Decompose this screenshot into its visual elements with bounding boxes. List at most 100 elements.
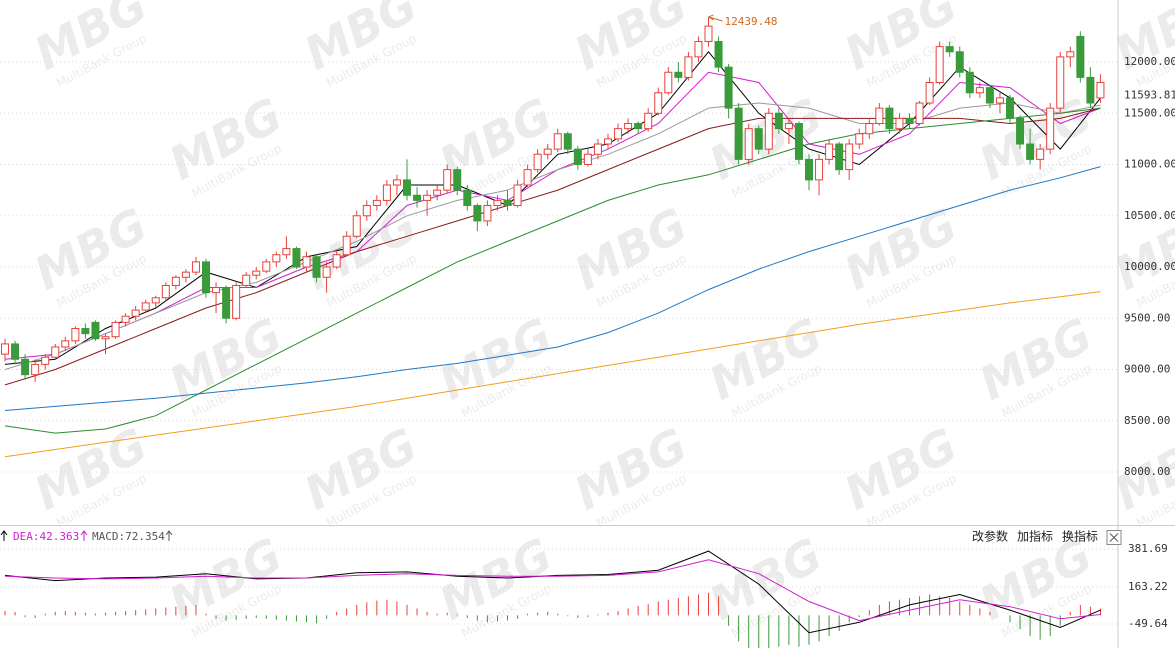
candle-body [1026, 143, 1035, 160]
arrow-icon [165, 530, 173, 541]
candle-body [332, 254, 341, 268]
y-tick-label: 9000.00 [1124, 363, 1170, 376]
candle-body [242, 274, 251, 286]
candle-body [714, 41, 723, 68]
candle-body [51, 346, 60, 358]
candle-body [764, 112, 773, 150]
y-tick-label: 11500.00 [1124, 106, 1175, 119]
candle-body [413, 194, 422, 201]
y-tick-label: 381.69 [1128, 542, 1168, 555]
candle-body [1046, 107, 1055, 150]
candle-body [312, 256, 321, 278]
candle-body [825, 143, 834, 160]
candle-body [1076, 35, 1085, 78]
candle-body [654, 92, 663, 114]
candle-body [322, 266, 331, 278]
candle-body [131, 309, 140, 317]
candle-body [121, 315, 130, 323]
candle-body [513, 184, 522, 207]
high-annotation: 12439.48 [725, 15, 778, 28]
candle-body [352, 215, 361, 237]
y-tick-label: 10500.00 [1124, 209, 1175, 222]
candle-body [593, 143, 602, 155]
candle-body [905, 117, 914, 125]
last-price-label: 11593.81 [1124, 89, 1175, 102]
y-tick-label: -49.64 [1128, 617, 1168, 630]
candle-body [604, 138, 612, 145]
candle-body [895, 117, 904, 130]
candle-body [493, 199, 502, 207]
candle-body [754, 128, 763, 150]
y-tick-label: 11000.00 [1124, 158, 1175, 171]
candle-body [945, 46, 954, 53]
toolbar-button[interactable]: 加指标 [1017, 529, 1053, 544]
candle-body [543, 148, 552, 155]
candle-body [453, 169, 462, 191]
candle-body [815, 158, 824, 181]
candle-body [724, 66, 733, 109]
candle-body [342, 235, 351, 256]
candle-body [995, 97, 1004, 104]
candle-body [151, 297, 160, 304]
candle-body [292, 248, 301, 268]
candle-body [202, 261, 210, 294]
candle-body [382, 184, 391, 201]
candle-body [41, 356, 50, 365]
y-tick-label: 8000.00 [1124, 465, 1170, 478]
toolbar-button[interactable]: 改参数 [972, 529, 1008, 544]
candle-body [684, 56, 693, 78]
candle-body [171, 276, 180, 286]
candle-body [473, 205, 482, 222]
ma-line [4, 107, 1101, 386]
candle-body [794, 123, 803, 160]
candle-body [252, 270, 261, 276]
candle-body [674, 71, 683, 78]
candle-body [423, 194, 432, 201]
candle-body [161, 284, 170, 299]
arrow-icon [0, 530, 8, 541]
candle-body [272, 254, 281, 263]
candle-body [563, 133, 572, 150]
candle-body [1016, 117, 1025, 145]
candle-body [1036, 148, 1045, 160]
candle-body [704, 25, 713, 43]
candle-body [433, 189, 442, 196]
macd-line [4, 559, 1101, 622]
ma-line [4, 291, 1101, 458]
candle-body [262, 261, 271, 272]
candle-body [975, 87, 984, 94]
candle-body [392, 179, 401, 186]
candle-body [553, 133, 562, 150]
toolbar-button[interactable]: 换指标 [1062, 529, 1098, 544]
candle-body [845, 143, 854, 171]
macd-line [4, 550, 1101, 634]
ma-line [4, 51, 1101, 365]
candle-body [222, 287, 231, 319]
y-tick-label: 8500.00 [1124, 414, 1170, 427]
candle-body [774, 112, 783, 130]
candle-body [664, 71, 673, 94]
candle-body [403, 179, 411, 196]
candle-body [805, 158, 813, 181]
close-button[interactable] [1106, 530, 1122, 545]
candle-body [1066, 51, 1075, 58]
candle-body [573, 148, 582, 166]
candle-body [985, 87, 994, 104]
candle-body [372, 199, 381, 207]
y-tick-label: 9500.00 [1124, 311, 1170, 324]
